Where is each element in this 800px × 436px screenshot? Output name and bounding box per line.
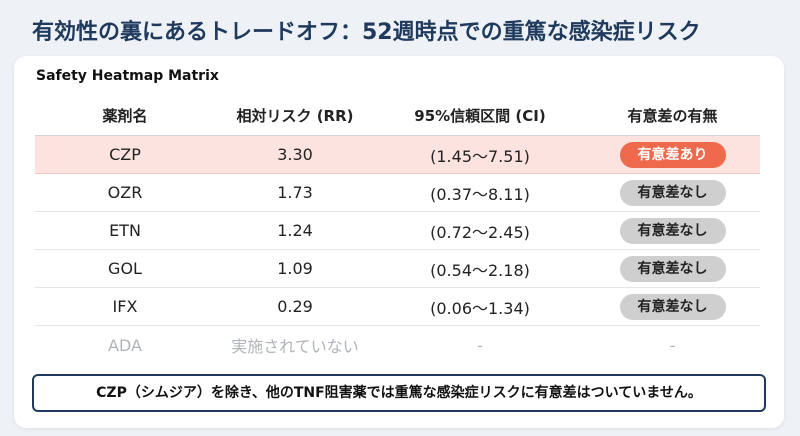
drug-name: CZP (109, 145, 141, 164)
relative-risk: 1.24 (277, 221, 313, 240)
drug-name: GOL (108, 259, 142, 278)
significance-badge: 有意差なし (619, 255, 726, 282)
confidence-interval: - (477, 335, 483, 355)
confidence-interval: (1.45〜7.51) (430, 146, 530, 166)
card-subtitle: Safety Heatmap Matrix (36, 68, 219, 84)
significance-cell: 有意差なし (585, 255, 760, 282)
confidence-interval: (0.54〜2.18) (430, 260, 530, 280)
significance-cell: 有意差なし (585, 293, 760, 320)
significance-badge: 有意差なし (619, 217, 726, 244)
column-header-drug: 薬剤名 (102, 107, 148, 125)
table-row-czp: CZP 3.30 (1.45〜7.51) 有意差あり (35, 136, 760, 174)
significance-cell: 有意差なし (585, 217, 760, 244)
relative-risk: 実施されていない (231, 337, 359, 356)
column-header-ci: 95%信頼区間 (CI) (414, 107, 546, 125)
drug-name: OZR (107, 183, 143, 202)
content-card: Safety Heatmap Matrix 薬剤名 相対リスク (RR) 95%… (14, 56, 784, 428)
confidence-interval: (0.06〜1.34) (430, 298, 530, 318)
significance-cell: - (669, 335, 676, 355)
relative-risk: 1.73 (277, 183, 313, 202)
significance-badge: 有意差あり (619, 141, 726, 168)
drug-name: ADA (108, 335, 142, 355)
table-row-ozr: OZR 1.73 (0.37〜8.11) 有意差なし (35, 174, 760, 212)
drug-name: IFX (112, 297, 138, 316)
safety-table: 薬剤名 相対リスク (RR) 95%信頼区間 (CI) 有意差の有無 CZP 3… (35, 96, 760, 364)
relative-risk: 1.09 (277, 259, 313, 278)
table-row-gol: GOL 1.09 (0.54〜2.18) 有意差なし (35, 250, 760, 288)
confidence-interval: (0.72〜2.45) (430, 222, 530, 242)
page-title: 有効性の裏にあるトレードオフ：52週時点での重篤な感染症リスク (32, 20, 701, 45)
column-header-rr: 相対リスク (RR) (236, 107, 354, 125)
significance-cell: 有意差なし (585, 179, 760, 206)
significance-badge: 有意差なし (619, 179, 726, 206)
table-row-ada: ADA 実施されていない - - (35, 326, 760, 364)
drug-name: ETN (109, 221, 141, 240)
confidence-interval: (0.37〜8.11) (430, 184, 530, 204)
relative-risk: 3.30 (277, 145, 313, 164)
significance-cell: 有意差あり (585, 141, 760, 168)
relative-risk: 0.29 (277, 297, 313, 316)
significance-badge: 有意差なし (619, 293, 726, 320)
table-row-ifx: IFX 0.29 (0.06〜1.34) 有意差なし (35, 288, 760, 326)
table-header-row: 薬剤名 相対リスク (RR) 95%信頼区間 (CI) 有意差の有無 (35, 96, 760, 136)
summary-note: CZP（シムジア）を除き、他のTNF阻害薬では重篤な感染症リスクに有意差はついて… (32, 374, 766, 412)
column-header-significance: 有意差の有無 (627, 107, 718, 125)
table-row-etn: ETN 1.24 (0.72〜2.45) 有意差なし (35, 212, 760, 250)
